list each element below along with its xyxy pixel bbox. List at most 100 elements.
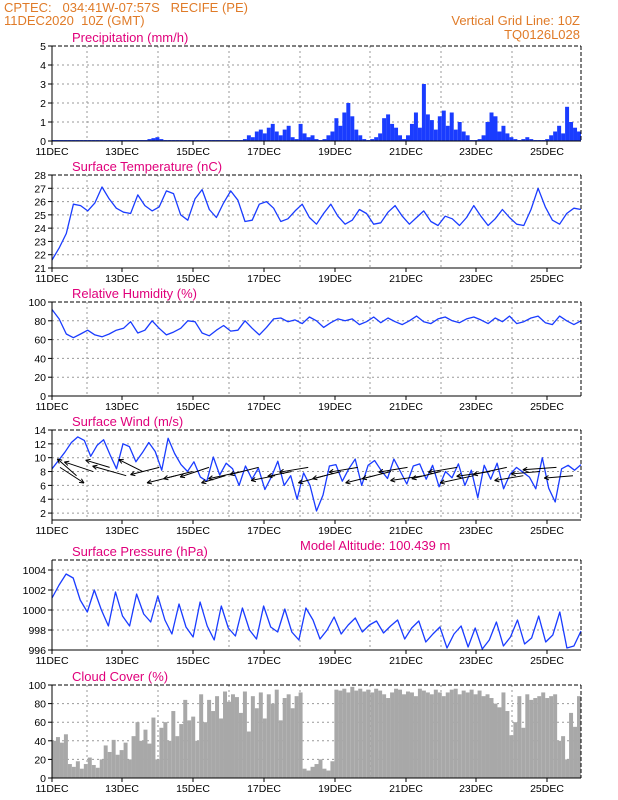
- cloud-bar: [234, 697, 239, 778]
- cloud-bar: [449, 689, 454, 778]
- precip-bar: [310, 135, 315, 141]
- precip-bar: [545, 139, 550, 141]
- precip-bar: [342, 112, 347, 141]
- wind-series-line: [51, 436, 582, 512]
- wind-vector-arrow: [118, 459, 143, 472]
- y-tick-label: 3: [40, 79, 46, 91]
- x-tick-label: 25DEC: [530, 783, 564, 795]
- cloud-bar: [167, 740, 172, 778]
- x-tick-label: 13DEC: [105, 401, 139, 413]
- wind-vector-arrow: [312, 471, 342, 481]
- cloud-bar: [83, 764, 88, 778]
- cloud-bar: [378, 690, 383, 778]
- x-tick-label: 15DEC: [176, 273, 210, 285]
- precip-bar: [278, 135, 283, 141]
- y-tick-label: 1000: [23, 605, 47, 617]
- x-tick-label: 11DEC: [35, 525, 68, 537]
- cloud-bar: [394, 688, 399, 778]
- y-tick-label: 80: [34, 316, 46, 328]
- cloud-bar: [481, 696, 486, 778]
- cloud-bar: [537, 696, 542, 778]
- cloud-bar: [227, 701, 231, 778]
- cloud-bar: [390, 692, 395, 778]
- precip-bar: [433, 129, 438, 141]
- cloud-bar: [179, 724, 184, 778]
- x-tick-label: 19DEC: [318, 525, 352, 537]
- y-tick-label: 0: [40, 391, 46, 403]
- cloud-bar: [147, 743, 152, 778]
- cloud-bar: [282, 698, 287, 778]
- cloud-bar: [215, 696, 220, 778]
- y-tick-label: 60: [34, 335, 46, 347]
- cloud-bar: [322, 768, 327, 778]
- y-tick-label: 4: [40, 494, 46, 506]
- precip-bar: [314, 139, 319, 141]
- cloud-bar: [433, 689, 438, 778]
- wind-vector-arrow: [229, 466, 259, 477]
- precip-bar: [557, 125, 562, 141]
- cloud-bar: [318, 759, 323, 778]
- cloud-bar: [445, 692, 450, 778]
- cloud-bar: [314, 764, 319, 778]
- wind-vector-arrow: [279, 466, 309, 475]
- x-tick-label: 19DEC: [318, 146, 352, 158]
- y-tick-label: 100: [28, 680, 46, 692]
- wind-vector-arrow: [163, 471, 193, 481]
- model-id-header: TQ0126L028: [504, 27, 580, 42]
- cloud-panel: 0 20 40 60 80 100 11DEC 13DEC 15DEC 17DEC 19DEC 21D…: [28, 669, 582, 795]
- wind-vector-arrow: [522, 466, 557, 473]
- x-tick-label: 13DEC: [105, 146, 139, 158]
- x-tick-label: 19DEC: [318, 401, 352, 413]
- wind-panel: 2 4 68 10 12 14 11DEC 13DEC 15DEC 17DEC 19DEC 21DEC…: [34, 414, 582, 537]
- cloud-bar: [421, 690, 426, 778]
- precip-bar: [302, 133, 307, 141]
- precip-bar: [266, 127, 271, 141]
- cloud-bar: [489, 698, 494, 778]
- cloud-bar: [199, 694, 204, 778]
- precip-bar: [413, 112, 418, 141]
- cloud-bar: [326, 770, 331, 778]
- cloud-bar: [298, 692, 303, 778]
- x-tick-label: 23DEC: [459, 401, 493, 413]
- cloud-bar: [545, 698, 550, 778]
- precip-bar: [421, 84, 426, 141]
- precip-bar: [497, 131, 502, 141]
- y-tick-label: 23: [34, 236, 46, 248]
- cloud-bar: [302, 768, 307, 778]
- x-tick-label: 15DEC: [176, 655, 210, 667]
- cloud-bar: [346, 692, 351, 778]
- cloud-bar: [238, 712, 243, 778]
- y-tick-label: 22: [34, 250, 46, 262]
- cloud-bar: [111, 739, 116, 778]
- cloud-bar: [207, 699, 212, 778]
- precip-bar: [298, 123, 303, 141]
- precip-bar: [398, 135, 403, 141]
- cloud-bar: [286, 694, 291, 778]
- y-tick-label: 40: [34, 353, 46, 365]
- precip-bar: [374, 137, 379, 141]
- cloud-bar: [573, 726, 578, 778]
- cloud-bar: [63, 734, 68, 778]
- precip-bar: [358, 135, 363, 141]
- cloud-bar: [425, 692, 430, 778]
- precip-bar: [461, 131, 466, 141]
- cloud-bar: [374, 688, 379, 778]
- precip-bar: [429, 120, 434, 141]
- temp-series-line: [51, 186, 582, 261]
- cloud-bar: [219, 718, 224, 778]
- cloud-bar: [469, 689, 474, 778]
- y-tick-label: 28: [34, 170, 46, 182]
- precip-bar: [577, 131, 581, 141]
- precip-bar: [453, 129, 458, 141]
- wind-vector-arrow: [250, 475, 276, 483]
- x-tick-label: 15DEC: [176, 401, 210, 413]
- cloud-bar: [529, 699, 534, 778]
- cloud-bar: [413, 696, 418, 778]
- cloud-bar: [461, 690, 466, 778]
- cloud-bar: [358, 688, 363, 778]
- x-tick-label: 25DEC: [530, 146, 564, 158]
- precip-bar: [246, 135, 251, 141]
- cloud-bar: [171, 711, 176, 778]
- cloud-bar: [87, 757, 92, 778]
